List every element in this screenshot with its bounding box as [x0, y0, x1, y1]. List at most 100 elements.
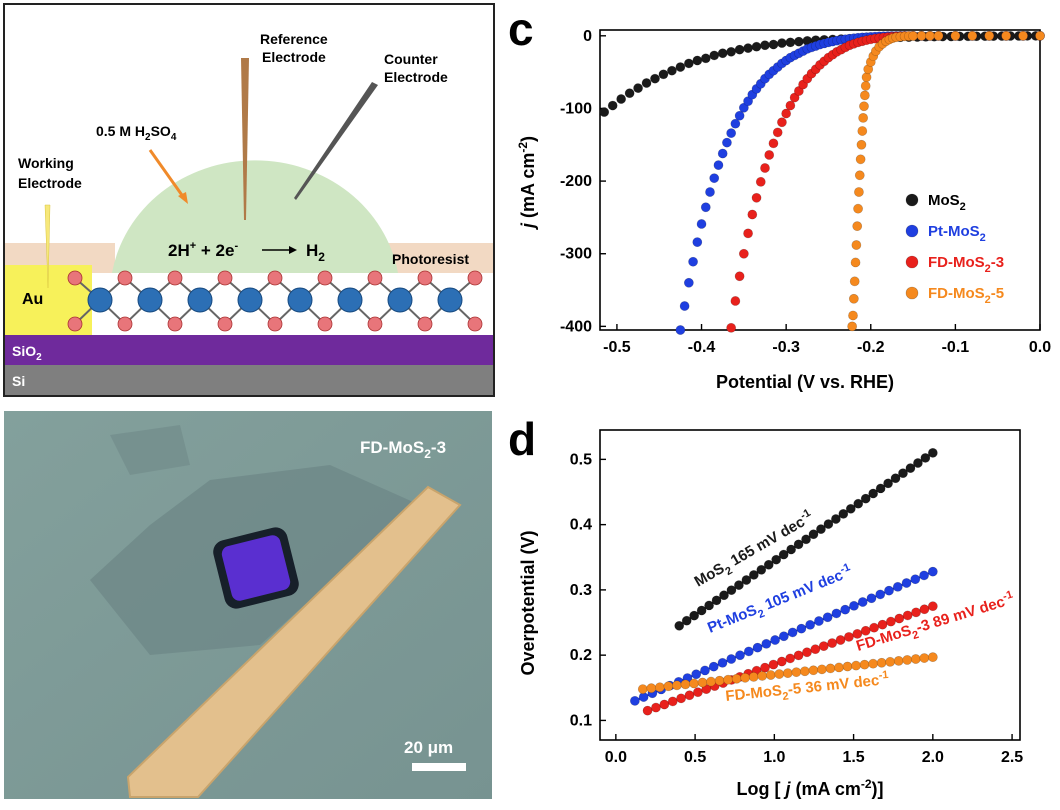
c-point-pt-mos2 — [734, 110, 745, 121]
c-point-fd-mos2-3 — [747, 209, 758, 220]
c-point-pt-mos2 — [675, 325, 686, 335]
c-point-fd-mos2-5 — [847, 321, 858, 332]
d-point-fd-mos2-3 — [919, 604, 930, 615]
c-x-tick-label: -0.3 — [772, 339, 800, 356]
d-point-fd-mos2-3 — [894, 613, 905, 624]
photoresist-right — [385, 243, 493, 273]
c-point-pt-mos2 — [730, 118, 741, 129]
d-point-pt-mos2 — [778, 631, 789, 642]
c-point-mos2 — [717, 48, 728, 59]
c-point-fd-mos2-3 — [789, 92, 800, 103]
c-point-mos2 — [633, 83, 643, 94]
d-point-mos2 — [808, 529, 819, 540]
c-point-fd-mos2-3 — [755, 176, 766, 187]
d-point-fd-mos2-5 — [851, 660, 861, 671]
d-point-pt-mos2 — [840, 604, 851, 615]
d-point-fd-mos2-5 — [868, 658, 879, 669]
d-point-fd-mos2-5 — [782, 668, 793, 679]
c-point-mos2 — [675, 62, 686, 72]
c-plot-frame — [599, 29, 1041, 331]
d-point-pt-mos2 — [752, 642, 763, 653]
c-point-fd-mos2-5 — [933, 30, 944, 41]
d-point-fd-mos2-5 — [646, 683, 657, 694]
c-point-fd-mos2-3 — [768, 138, 779, 149]
d-point-mos2 — [741, 575, 752, 585]
c-point-fd-mos2-3 — [760, 163, 770, 173]
d-point-fd-mos2-3 — [869, 622, 879, 633]
c-point-fd-mos2-5 — [851, 240, 862, 250]
d-point-fd-mos2-5 — [654, 682, 665, 693]
d-point-mos2 — [756, 564, 767, 575]
c-point-fd-mos2-5 — [984, 30, 995, 41]
d-point-fd-mos2-5 — [842, 661, 853, 672]
d-point-fd-mos2-3 — [659, 699, 670, 710]
d-point-mos2 — [748, 570, 759, 580]
d-y-tick-label: 0.5 — [570, 451, 592, 468]
d-point-fd-mos2-3 — [692, 687, 703, 698]
d-annotation-mos2: MoS2 165 mV dec-1 — [691, 507, 819, 594]
d-series-mos2 — [674, 447, 938, 631]
c-point-pt-mos2 — [692, 237, 703, 248]
d-point-mos2 — [778, 549, 789, 560]
c-point-fd-mos2-5 — [848, 310, 858, 321]
c-point-mos2 — [641, 78, 652, 88]
d-y-tick-label: 0.4 — [570, 517, 592, 534]
reaction-left-label: 2H+ + 2e- — [168, 240, 238, 260]
d-point-fd-mos2-5 — [757, 671, 768, 681]
d-point-fd-mos2-5 — [876, 657, 887, 668]
d-point-pt-mos2 — [884, 585, 894, 596]
c-legend-marker-fd-mos2-3 — [905, 255, 919, 269]
d-x-tick-label: 0.0 — [605, 749, 627, 766]
d-point-pt-mos2 — [805, 619, 816, 630]
c-point-fd-mos2-3 — [734, 271, 745, 282]
c-x-axis-title: Potential (V vs. RHE) — [716, 372, 894, 392]
scale-bar — [412, 763, 466, 771]
c-point-mos2 — [599, 107, 610, 117]
d-point-mos2 — [860, 493, 871, 504]
d-point-pt-mos2 — [796, 623, 807, 634]
d-point-fd-mos2-3 — [860, 625, 871, 636]
d-point-pt-mos2 — [901, 578, 912, 588]
c-point-fd-mos2-5 — [857, 126, 868, 136]
reference-label-1: Reference — [260, 31, 328, 47]
c-point-pt-mos2 — [688, 256, 698, 267]
d-point-pt-mos2 — [849, 600, 859, 611]
c-point-mos2 — [692, 55, 703, 66]
working-label-2: Electrode — [18, 175, 82, 191]
d-point-fd-mos2-3 — [902, 610, 913, 621]
d-point-fd-mos2-5 — [859, 659, 870, 670]
d-point-fd-mos2-3 — [768, 659, 779, 670]
d-point-fd-mos2-3 — [776, 656, 787, 667]
d-point-pt-mos2 — [927, 566, 938, 577]
d-point-mos2 — [674, 620, 685, 631]
d-point-mos2 — [830, 514, 841, 524]
d-point-pt-mos2 — [700, 665, 710, 676]
c-point-pt-mos2 — [709, 173, 720, 184]
c-point-mos2 — [650, 73, 660, 84]
c-point-pt-mos2 — [700, 202, 711, 213]
d-x-tick-label: 1.5 — [842, 749, 864, 766]
c-point-fd-mos2-3 — [793, 86, 804, 96]
c-point-fd-mos2-5 — [859, 101, 869, 112]
c-legend-label-mos2: MoS2 — [928, 192, 966, 213]
mos2-lattice — [67, 270, 483, 332]
d-point-pt-mos2 — [629, 695, 640, 706]
c-point-mos2 — [768, 39, 779, 50]
d-point-mos2 — [771, 554, 782, 565]
d-point-pt-mos2 — [814, 616, 824, 626]
c-point-fd-mos2-5 — [854, 187, 864, 197]
d-point-mos2 — [801, 534, 811, 545]
d-point-fd-mos2-3 — [642, 705, 653, 716]
d-point-pt-mos2 — [822, 612, 833, 623]
c-series-fd-mos2-5 — [847, 30, 1045, 332]
reference-electrode — [241, 58, 249, 220]
c-point-fd-mos2-5 — [848, 293, 859, 304]
panel-letter-c: c — [508, 3, 534, 55]
d-point-fd-mos2-3 — [667, 696, 678, 707]
d-point-mos2 — [763, 559, 774, 570]
c-point-pt-mos2 — [683, 277, 694, 288]
c-point-mos2 — [793, 36, 804, 47]
c-point-mos2 — [683, 58, 694, 69]
c-x-tick-label: 0.0 — [1029, 339, 1051, 356]
c-point-fd-mos2-3 — [777, 117, 787, 128]
